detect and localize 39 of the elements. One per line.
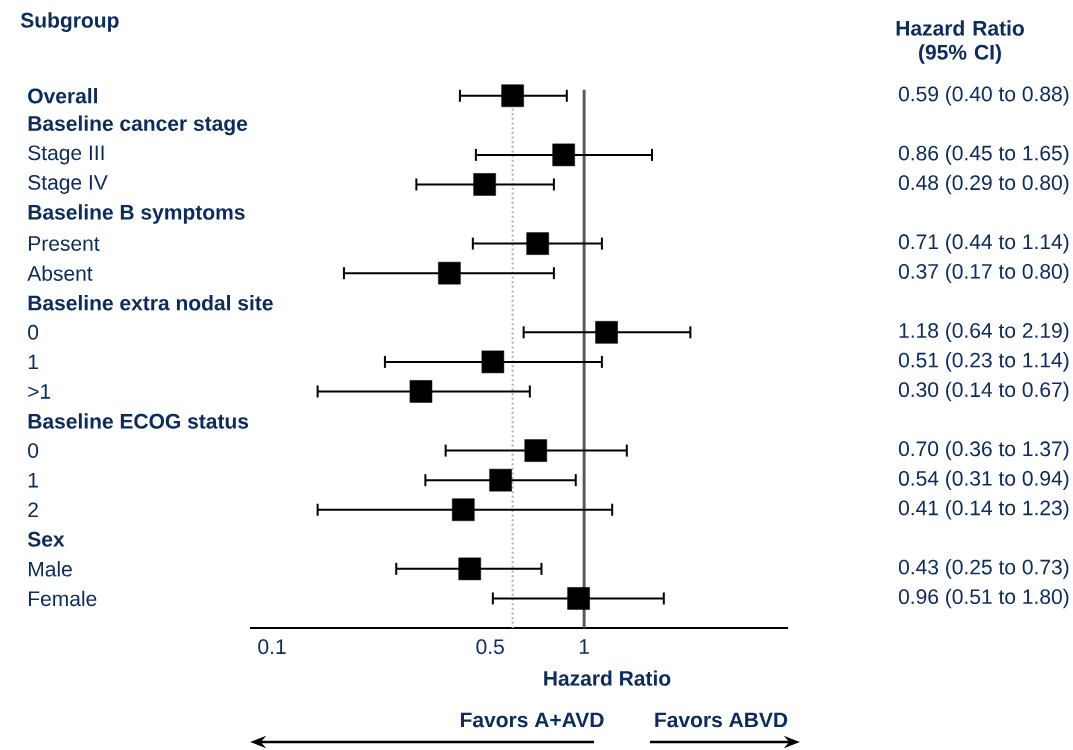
data-label: 0.70 (0.36 to 1.37) bbox=[898, 440, 1069, 461]
text: Hazard Ratio (95% CI) bbox=[896, 20, 1024, 64]
data-label: 0.41 (0.14 to 1.23) bbox=[898, 499, 1069, 520]
data-label: 0.30 (0.14 to 0.67) bbox=[898, 381, 1069, 402]
data-label: 0.71 (0.44 to 1.14) bbox=[898, 233, 1069, 254]
data-label: 0.43 (0.25 to 0.73) bbox=[898, 559, 1069, 579]
x-tick-label: 1 bbox=[579, 639, 589, 654]
y-tick-label: 0 bbox=[28, 324, 39, 340]
y-tick-label: Baseline cancer stage bbox=[28, 115, 248, 136]
data-label: 0.48 (0.29 to 0.80) bbox=[898, 174, 1069, 195]
y-tick-label: Stage IV bbox=[28, 174, 108, 194]
y-tick-label: Baseline extra nodal site bbox=[28, 295, 273, 311]
y-tick-label: 1 bbox=[28, 354, 38, 370]
x-tick-label: 0.5 bbox=[476, 639, 504, 655]
text: Favors A+AVD bbox=[460, 712, 604, 728]
data-label: 1.18 (0.64 to 2.19) bbox=[899, 322, 1069, 343]
y-tick-label: 1 bbox=[28, 472, 38, 488]
x-axis-title: Hazard Ratio bbox=[544, 670, 671, 686]
data-label: 0.59 (0.40 to 0.88) bbox=[898, 85, 1069, 106]
y-tick-label: Stage III bbox=[28, 145, 104, 165]
y-tick-label: Male bbox=[28, 561, 72, 577]
y-tick-label: Baseline B symptoms bbox=[28, 204, 245, 224]
y-tick-label: Present bbox=[28, 236, 100, 251]
x-tick-label: 0.1 bbox=[258, 639, 286, 655]
y-tick-label: Sex bbox=[27, 531, 65, 547]
y-tick-label: 2 bbox=[28, 502, 38, 518]
y-tick-label: Female bbox=[28, 590, 97, 607]
y-tick-label: Baseline ECOG status bbox=[28, 413, 249, 429]
data-label: 0.54 (0.31 to 0.94) bbox=[898, 470, 1069, 490]
y-axis-title: Subgroup bbox=[20, 12, 119, 32]
y-tick-label: >1 bbox=[28, 384, 51, 399]
data-label: 0.96 (0.51 to 1.80) bbox=[898, 588, 1069, 609]
y-tick-label: Absent bbox=[27, 265, 93, 281]
data-label: 0.37 (0.17 to 0.80) bbox=[898, 263, 1069, 283]
data-label: 0.86 (0.45 to 1.65) bbox=[898, 145, 1069, 165]
y-tick-label: Overall bbox=[28, 88, 97, 104]
y-tick-label: 0 bbox=[28, 443, 39, 459]
text: Favors ABVD bbox=[655, 712, 788, 728]
data-label: 0.51 (0.23 to 1.14) bbox=[898, 352, 1069, 372]
